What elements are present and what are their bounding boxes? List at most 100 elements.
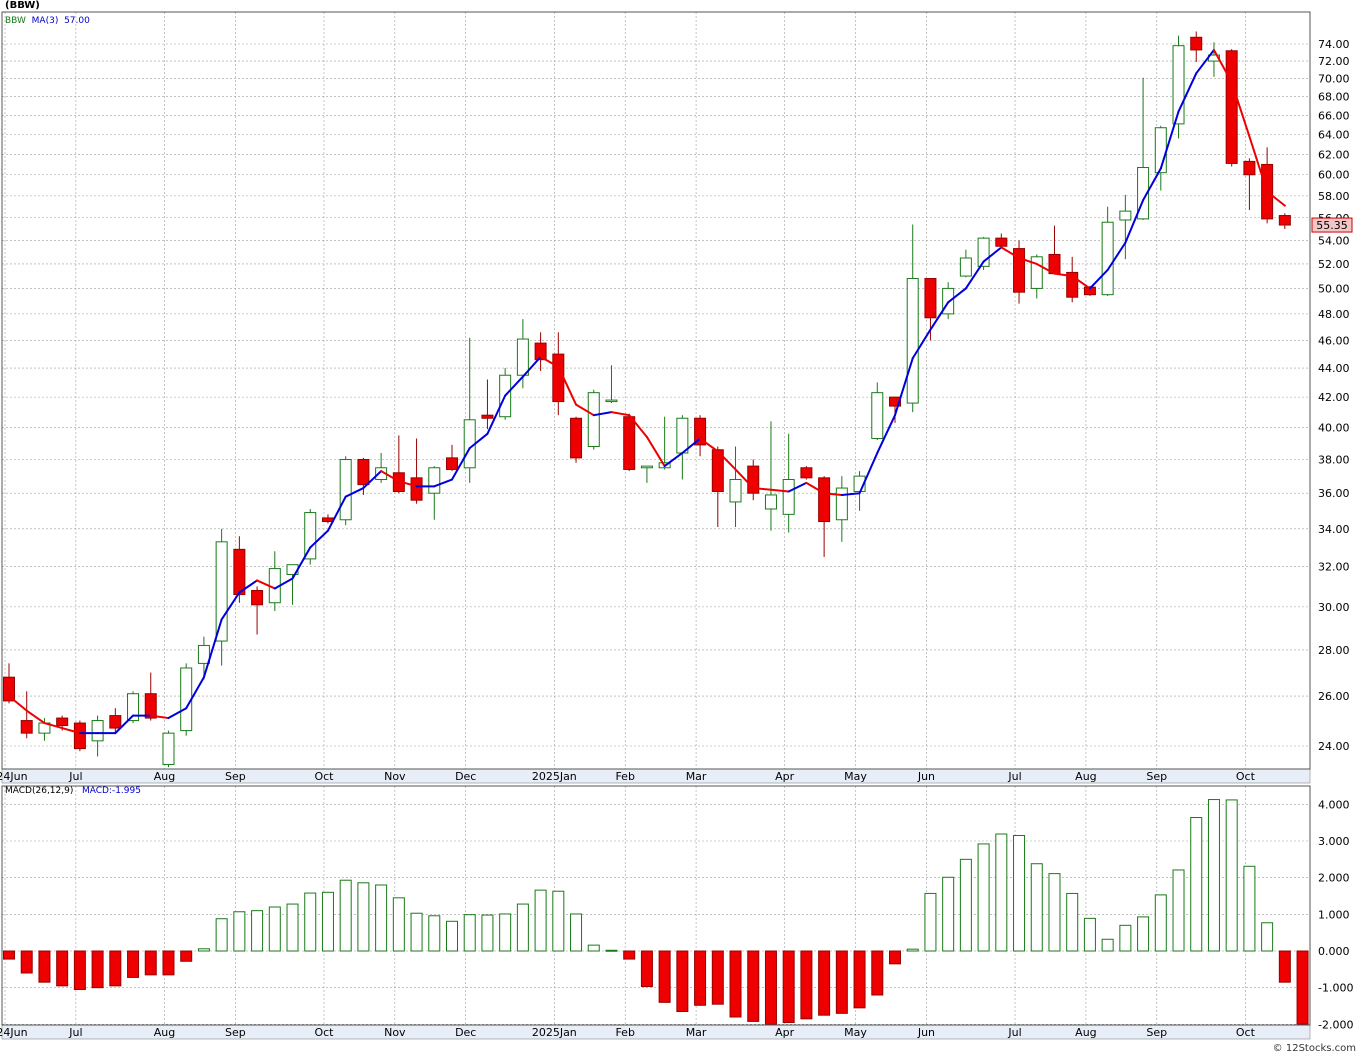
candle-body	[889, 396, 901, 407]
candle-body	[711, 449, 724, 492]
macd-bar-negative	[1278, 950, 1291, 983]
macd-bar-positive	[410, 912, 423, 952]
ma3-segment	[220, 591, 241, 621]
macd-bar-negative	[73, 950, 86, 991]
ma3-segment	[326, 495, 347, 532]
candle-up	[640, 465, 653, 483]
ma3-segment	[876, 414, 896, 454]
price-tick-label: 58.00	[1318, 190, 1350, 203]
candle-body	[339, 459, 352, 521]
macd-tick-label: 1.000	[1318, 908, 1350, 921]
price-tick-label: 48.00	[1318, 308, 1350, 321]
ma3-segment	[858, 451, 879, 495]
last-price-box	[1311, 217, 1353, 233]
candle-up	[835, 476, 848, 542]
price-panel-frame	[1, 11, 1311, 770]
macd-bar-positive	[251, 910, 264, 952]
ma3-segment	[1212, 48, 1233, 84]
macd-x-label: Sep	[1146, 1026, 1167, 1039]
macd-x-label: Aug	[154, 1026, 175, 1039]
macd-bar-positive	[1261, 922, 1274, 952]
ma3-segment	[592, 411, 613, 417]
macd-tick-label: 3.000	[1318, 835, 1350, 848]
price-x-label: 2025Jan	[532, 770, 577, 783]
macd-bar-positive	[1243, 865, 1256, 952]
macd-bar-positive	[570, 913, 583, 952]
macd-tick-label: -1.000	[1318, 982, 1353, 995]
macd-x-label: May	[844, 1026, 867, 1039]
ma3-segment	[1124, 199, 1145, 244]
ma3-segment	[734, 468, 755, 490]
candle-body	[906, 278, 919, 404]
candle-body	[747, 465, 760, 494]
candle-body	[144, 693, 157, 719]
macd-bar-negative	[658, 950, 671, 1003]
ma3-line	[8, 48, 1286, 735]
candle-down	[1225, 49, 1238, 167]
macd-bar-positive	[375, 884, 388, 952]
macd-bar-positive	[552, 890, 565, 952]
ma3-segment	[911, 328, 932, 360]
price-tick-label: 42.00	[1318, 391, 1350, 404]
ma3-segment	[238, 579, 259, 594]
price-x-label: Jul	[68, 770, 82, 783]
price-x-label: Apr	[775, 770, 795, 783]
ma3-segment	[1177, 72, 1198, 113]
ma3-segment	[397, 480, 418, 488]
footer-credit: © 12Stocks.com	[1272, 1043, 1356, 1054]
ma3-segment	[521, 355, 542, 378]
macd-bar-positive	[481, 914, 494, 952]
candle-body	[1030, 256, 1043, 289]
ma3-segment	[380, 470, 400, 483]
price-x-label: Sep	[1146, 770, 1167, 783]
macd-bar-positive	[392, 897, 405, 952]
candle-down	[1243, 158, 1256, 211]
candle-body	[782, 479, 795, 515]
ma3-segment	[61, 727, 81, 735]
price-tick-label: 50.00	[1318, 282, 1350, 295]
candle-body	[587, 392, 600, 448]
macd-bar-negative	[711, 950, 724, 1005]
candle-body	[215, 541, 228, 642]
price-tick-label: 60.00	[1318, 169, 1350, 182]
macd-bar-negative	[871, 950, 884, 996]
ma3-segment	[43, 722, 64, 730]
ma3-segment	[1195, 48, 1215, 75]
macd-bar-positive	[321, 891, 334, 952]
ma3-segment	[805, 481, 826, 495]
candle-up	[1137, 77, 1150, 220]
candle-up	[127, 691, 140, 724]
ma3-segment	[663, 451, 684, 468]
price-tick-label: 54.00	[1318, 234, 1350, 247]
candle-body	[959, 257, 972, 277]
macd-bar-positive	[1207, 799, 1220, 952]
candle-body	[1066, 271, 1079, 298]
candle-body	[197, 644, 210, 664]
ma3-segment	[947, 287, 967, 304]
candle-down	[1013, 240, 1026, 304]
candle-body	[871, 392, 884, 440]
candle-up	[215, 528, 228, 666]
candle-up	[977, 236, 990, 270]
macd-bar-negative	[694, 950, 707, 1006]
macd-bar-negative	[889, 950, 901, 965]
candle-body	[1101, 221, 1114, 296]
candle-up	[959, 249, 972, 278]
macd-bar-negative	[162, 950, 175, 976]
macd-bar-positive	[995, 833, 1008, 952]
macd-x-label: Sep	[225, 1026, 246, 1039]
macd-bar-positive	[1119, 924, 1132, 952]
ma3-segment	[433, 478, 453, 488]
ma3-segment	[1248, 135, 1269, 193]
macd-bar-positive	[233, 911, 246, 952]
ma3-segment	[752, 487, 772, 491]
candle-down	[818, 476, 831, 557]
candle-body	[1172, 45, 1185, 125]
candle-body	[428, 467, 441, 494]
price-x-label: Sep	[225, 770, 246, 783]
macd-bar-positive	[357, 882, 370, 952]
macd-x-label: Oct	[1236, 1026, 1256, 1039]
macd-tick-label: 2.000	[1318, 872, 1350, 885]
